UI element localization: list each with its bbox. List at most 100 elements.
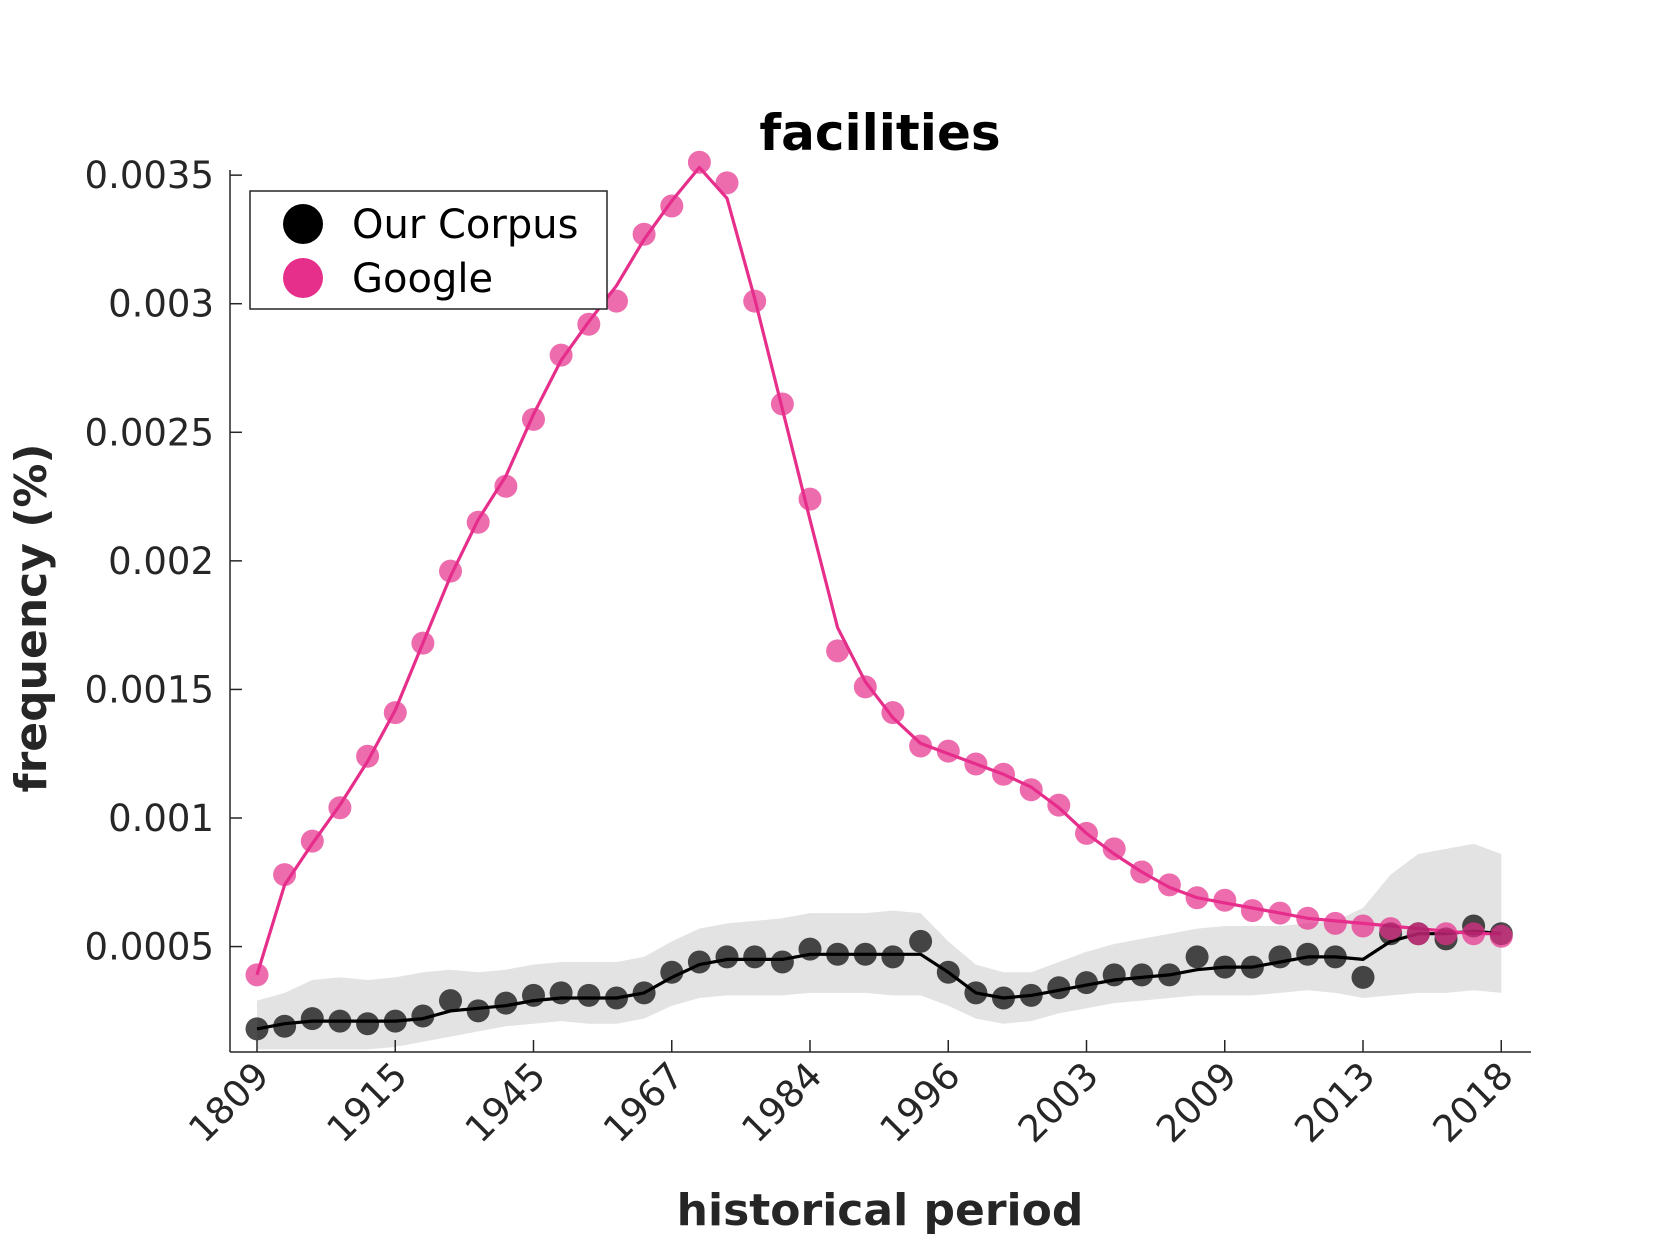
our-corpus-point — [522, 983, 545, 1007]
x-tick-labels: 1809 1915 1945 1967 1984 1996 2003 2009 2013 2018 — [180, 1054, 1521, 1151]
our-corpus-point — [605, 986, 628, 1010]
google-point — [826, 639, 850, 663]
google-point — [328, 796, 352, 820]
google-point — [494, 474, 518, 498]
our-corpus-point — [494, 991, 518, 1015]
google-point — [743, 289, 767, 313]
google-point — [1130, 860, 1154, 884]
google-point — [992, 762, 1015, 786]
y-tick-label: 0.0005 — [85, 926, 214, 969]
x-tick-label: 1984 — [733, 1054, 830, 1151]
trend-line-layer — [255, 165, 1502, 1031]
google-point — [522, 407, 545, 431]
legend: Our Corpus Google — [249, 190, 608, 310]
y-tick-label: 0.003 — [108, 283, 214, 326]
our-corpus-point — [770, 950, 794, 974]
google-point — [853, 675, 877, 699]
our-corpus-point — [1351, 965, 1375, 989]
x-tick-label: 1809 — [180, 1054, 277, 1151]
google-point — [1268, 901, 1292, 925]
x-tick-label: 2018 — [1425, 1054, 1522, 1151]
our-corpus-point — [964, 981, 988, 1005]
google-point — [1351, 914, 1375, 938]
legend-marker-our-corpus — [283, 204, 323, 244]
chart-title: facilities — [759, 104, 1000, 162]
google-point — [964, 752, 988, 776]
google-point — [466, 510, 490, 534]
google-point — [1462, 922, 1486, 946]
our-corpus-point — [1323, 945, 1347, 969]
our-corpus-point — [273, 1014, 297, 1038]
our-corpus-point — [1268, 945, 1292, 969]
x-tick-label: 2009 — [1148, 1054, 1245, 1151]
our-corpus-point — [549, 981, 573, 1005]
x-tick-label: 1967 — [595, 1054, 692, 1151]
google-point — [1075, 821, 1098, 845]
our-corpus-trend-line — [256, 929, 1502, 1031]
google-point — [936, 739, 960, 763]
legend-marker-google — [283, 258, 323, 298]
our-corpus-point — [1102, 963, 1126, 987]
google-point — [1047, 793, 1071, 817]
our-corpus-point — [300, 1007, 324, 1031]
google-point — [1185, 886, 1209, 910]
google-point — [439, 559, 462, 583]
google-point — [660, 194, 684, 218]
our-corpus-point — [1019, 983, 1043, 1007]
google-point — [273, 863, 297, 887]
our-corpus-point — [1075, 971, 1098, 995]
google-point — [1240, 899, 1264, 923]
our-corpus-point — [853, 942, 877, 966]
our-corpus-point — [992, 986, 1015, 1010]
our-corpus-point — [439, 989, 462, 1013]
our-corpus-point — [1047, 976, 1071, 1000]
our-corpus-point — [660, 960, 684, 984]
y-tick-label: 0.002 — [108, 540, 214, 583]
our-corpus-point — [383, 1009, 407, 1033]
google-point — [1019, 778, 1043, 802]
our-corpus-point — [245, 1017, 269, 1041]
y-tick-label: 0.0035 — [85, 154, 214, 197]
google-point — [383, 701, 407, 725]
google-point — [411, 631, 435, 655]
google-point — [245, 963, 269, 987]
our-corpus-point — [466, 999, 490, 1023]
x-tick-label: 2003 — [1010, 1054, 1107, 1151]
google-point — [798, 487, 822, 511]
our-corpus-point — [687, 950, 711, 974]
google-point — [881, 701, 905, 725]
our-corpus-point — [798, 937, 822, 961]
our-corpus-point — [632, 981, 656, 1005]
our-corpus-point — [356, 1012, 380, 1036]
our-corpus-point — [909, 929, 933, 953]
google-point — [909, 734, 933, 758]
x-tick-label: 1945 — [457, 1054, 554, 1151]
our-corpus-point — [328, 1009, 352, 1033]
our-corpus-point — [577, 983, 601, 1007]
google-point — [1296, 906, 1320, 930]
google-point — [549, 343, 573, 367]
x-tick-label: 1996 — [872, 1054, 969, 1151]
y-axis-label: frequency (%) — [6, 443, 57, 792]
our-corpus-point — [1185, 945, 1209, 969]
google-point — [632, 222, 656, 246]
our-corpus-point — [715, 945, 739, 969]
legend-label-our-corpus: Our Corpus — [352, 202, 578, 248]
x-tick-label: 1915 — [319, 1054, 416, 1151]
legend-label-google: Google — [352, 256, 493, 302]
google-point — [577, 312, 601, 336]
our-corpus-point — [881, 945, 905, 969]
our-corpus-point — [1213, 955, 1237, 979]
google-point — [1323, 911, 1347, 935]
y-tick-labels: 0.0005 0.001 0.0015 0.002 0.0025 0.003 0.0035 — [85, 154, 214, 968]
our-corpus-point — [411, 1004, 435, 1028]
y-tick-label: 0.0025 — [85, 411, 214, 454]
google-point — [356, 744, 380, 768]
y-tick-label: 0.001 — [108, 797, 214, 840]
google-point — [1489, 924, 1513, 948]
google-point — [605, 289, 628, 313]
google-point — [770, 392, 794, 416]
our-corpus-point — [743, 945, 767, 969]
our-corpus-point — [1296, 942, 1320, 966]
